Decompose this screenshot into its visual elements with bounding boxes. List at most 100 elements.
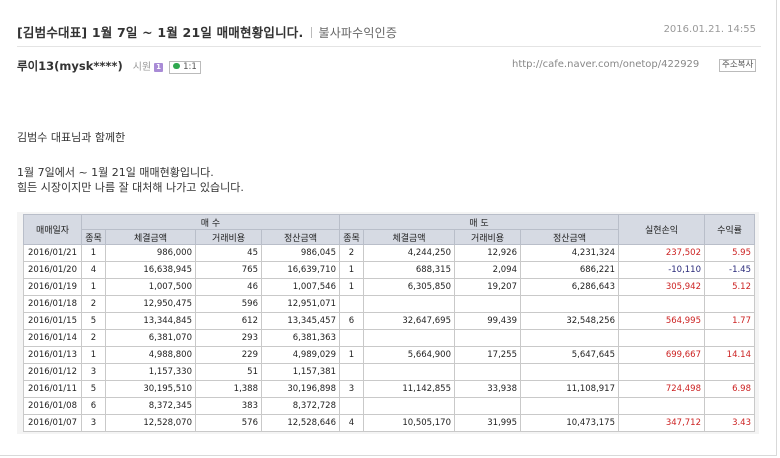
cell-rate: -1.45 [704,261,755,279]
cell-pnl [618,363,705,381]
cell-date: 2016/01/07 [23,414,82,432]
cell-b-fee: 612 [195,312,262,330]
cell-rate: 5.12 [704,278,755,296]
cell-s-set: 11,108,917 [520,380,619,398]
post-date: 2016.01.21. 14:55 [663,24,756,35]
cell-b-amt: 16,638,945 [105,261,196,279]
header-buy-settle: 정산금액 [261,229,340,245]
cell-s-fee: 2,094 [454,261,521,279]
cell-s-amt [363,363,455,381]
content-line-2: 1월 7일에서 ~ 1월 21일 매매현황입니다. [17,166,214,179]
title-divider [311,27,313,38]
cell-pnl: 564,995 [618,312,705,330]
cell-b-set: 13,345,457 [261,312,340,330]
table-row: 2016/01/13 1 4,988,800 229 4,989,029 1 5,664,9… [23,346,755,364]
cell-date: 2016/01/18 [23,295,82,313]
cell-s-amt: 10,505,170 [363,414,455,432]
cell-s-set: 5,647,645 [520,346,619,364]
cell-rate [704,329,755,347]
cell-b-cnt: 4 [81,261,106,279]
post-category-link[interactable]: 불사파수익인증 [318,26,398,40]
cell-b-cnt: 3 [81,363,106,381]
post-url-link[interactable]: http://cafe.naver.com/onetop/422929 [512,59,700,70]
header-buy-amount: 체결금액 [105,229,196,245]
cell-b-cnt: 5 [81,312,106,330]
header-rate: 수익률 [704,214,755,245]
cell-b-cnt: 3 [81,414,106,432]
cell-b-fee: 229 [195,346,262,364]
cell-date: 2016/01/13 [23,346,82,364]
header-sell-amount: 체결금액 [363,229,455,245]
cell-b-set: 12,528,646 [261,414,340,432]
chat-bubble-icon [173,63,181,69]
cell-date: 2016/01/19 [23,278,82,296]
table-row: 2016/01/11 5 30,195,510 1,388 30,196,898 3 11,… [23,380,755,398]
cell-b-set: 4,989,029 [261,346,340,364]
cell-b-fee: 293 [195,329,262,347]
header-buy-fee: 거래비용 [195,229,262,245]
cell-rate [704,397,755,415]
cell-b-cnt: 1 [81,346,106,364]
cell-s-cnt [339,329,364,347]
author-info: 루이13(mysk****) 시원 1 1:1 [17,58,201,74]
header-pnl: 실현손익 [618,214,705,245]
author-name-link[interactable]: 루이13(mysk****) [17,59,123,73]
cell-s-cnt: 3 [339,380,364,398]
cell-s-cnt [339,295,364,313]
cell-s-fee [454,363,521,381]
trade-table-image: 매매일자 매 수 매 도 실현손익 수익률 종목 체결금액 거래비용 정산금액 … [17,212,759,434]
trade-table-body: 2016/01/21 1 986,000 45 986,045 2 4,244,250 12,… [23,244,755,432]
table-row: 2016/01/19 1 1,007,500 46 1,007,546 1 6,305,85… [23,278,755,296]
cell-pnl: 699,667 [618,346,705,364]
header-buy: 매 수 [81,214,340,230]
cell-s-set: 6,286,643 [520,278,619,296]
cell-b-cnt: 1 [81,244,106,262]
cell-b-amt: 986,000 [105,244,196,262]
cell-s-cnt: 1 [339,346,364,364]
header-sell: 매 도 [339,214,619,230]
post-title-text: [김범수대표] 1월 7일 ~ 1월 21일 매매현황입니다. [17,25,304,40]
cell-s-cnt: 6 [339,312,364,330]
cell-rate: 5.95 [704,244,755,262]
cell-s-fee: 99,439 [454,312,521,330]
cell-s-set [520,295,619,313]
cell-s-set [520,329,619,347]
cell-rate [704,363,755,381]
cell-s-amt: 688,315 [363,261,455,279]
cell-s-amt [363,397,455,415]
cell-pnl: 237,502 [618,244,705,262]
copy-url-button[interactable]: 주소복사 [719,59,757,72]
table-row: 2016/01/08 6 8,372,345 383 8,372,728 [23,397,755,415]
cell-date: 2016/01/15 [23,312,82,330]
cell-b-cnt: 6 [81,397,106,415]
cell-s-amt: 11,142,855 [363,380,455,398]
trade-table: 매매일자 매 수 매 도 실현손익 수익률 종목 체결금액 거래비용 정산금액 … [23,214,755,432]
cell-b-fee: 596 [195,295,262,313]
cell-s-set [520,363,619,381]
cell-b-fee: 51 [195,363,262,381]
cell-rate [704,295,755,313]
cell-rate: 3.43 [704,414,755,432]
cell-pnl [618,329,705,347]
cell-b-amt: 8,372,345 [105,397,196,415]
cell-b-amt: 12,528,070 [105,414,196,432]
cell-b-set: 1,157,381 [261,363,340,381]
cell-date: 2016/01/21 [23,244,82,262]
cell-s-amt: 4,244,250 [363,244,455,262]
cell-b-amt: 6,381,070 [105,329,196,347]
cell-s-amt: 5,664,900 [363,346,455,364]
cell-s-set [520,397,619,415]
cell-b-set: 12,951,071 [261,295,340,313]
cell-b-set: 16,639,710 [261,261,340,279]
cell-b-amt: 30,195,510 [105,380,196,398]
cell-b-set: 1,007,546 [261,278,340,296]
cell-b-amt: 1,157,330 [105,363,196,381]
chat-button[interactable]: 1:1 [169,61,201,74]
cell-b-fee: 46 [195,278,262,296]
header-sell-fee: 거래비용 [454,229,521,245]
cell-b-cnt: 2 [81,329,106,347]
post-title: [김범수대표] 1월 7일 ~ 1월 21일 매매현황입니다. 불사파수익인증 [17,22,397,41]
cell-b-amt: 12,950,475 [105,295,196,313]
table-row: 2016/01/18 2 12,950,475 596 12,951,071 [23,295,755,313]
